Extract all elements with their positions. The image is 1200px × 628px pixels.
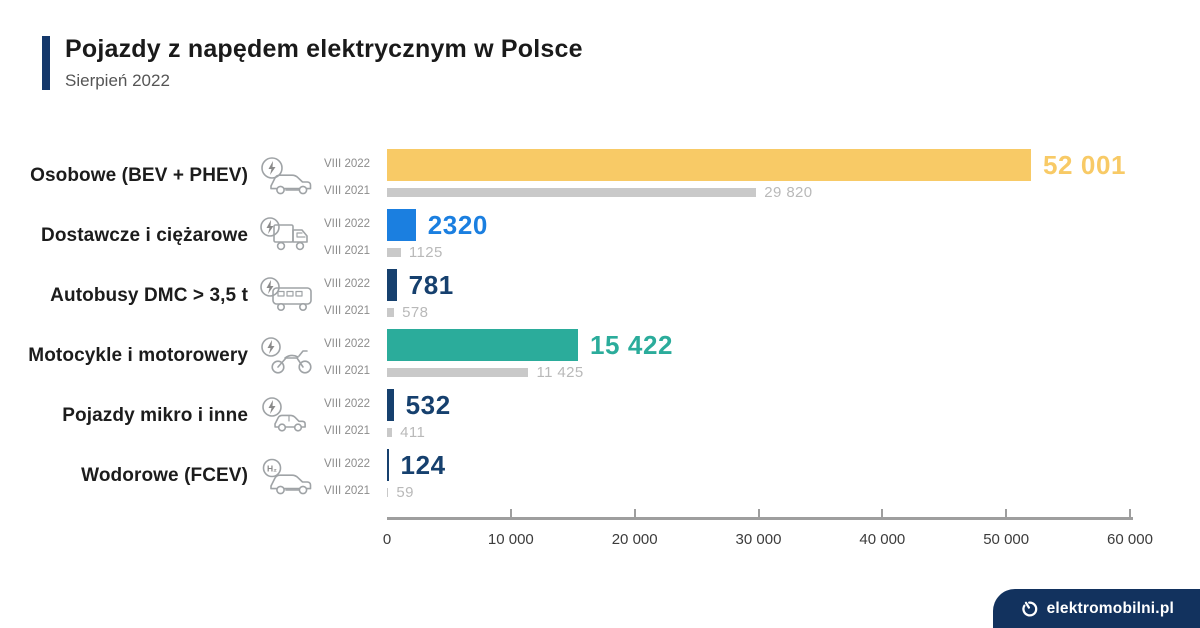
axis-tick [757, 509, 760, 517]
bar-group: 15 422 11 425 [387, 326, 1130, 386]
bar-group: 124 59 [387, 446, 1130, 506]
axis-tick-label: 10 000 [487, 531, 534, 548]
value-2022: 15 422 [589, 329, 674, 360]
title-accent-bar [42, 36, 50, 90]
axis-tick-label: 40 000 [859, 531, 906, 548]
series-label-2021: VIII 2021 [324, 185, 371, 197]
series-labels: VIII 2022 VIII 2021 [324, 146, 384, 206]
axis-tick-label: 60 000 [1107, 531, 1153, 548]
h2-car-icon: H₂ [258, 454, 320, 498]
value-2021: 11 425 [536, 363, 584, 381]
x-axis: 0 10 000 20 000 30 000 40 000 50 000 60 000 [383, 509, 1153, 559]
series-labels: VIII 2022 VIII 2021 [324, 386, 384, 446]
axis-tick-label: 20 000 [611, 531, 658, 548]
page-title: Pojazdy z napędem elektrycznym w Polsce [65, 35, 583, 63]
bar-2022 [387, 149, 1031, 181]
series-label-2021: VIII 2021 [324, 485, 371, 497]
chart-row: Osobowe (BEV + PHEV) VIII 2022 VIII 2021… [0, 146, 1200, 206]
axis-tick [1005, 509, 1008, 517]
axis-tick-label: 30 000 [735, 531, 782, 548]
bar-2022 [387, 329, 578, 361]
series-labels: VIII 2022 VIII 2021 [324, 326, 384, 386]
bar-2022 [387, 449, 389, 481]
category-label: Dostawcze i ciężarowe [41, 225, 248, 246]
x-axis-line [387, 517, 1133, 520]
category-label: Motocykle i motorowery [28, 345, 248, 366]
brand-name: elektromobilni.pl [1046, 599, 1174, 617]
axis-tick [633, 509, 636, 517]
category-label: Osobowe (BEV + PHEV) [30, 165, 248, 186]
value-2021: 29 820 [764, 183, 813, 201]
series-label-2022: VIII 2022 [324, 338, 371, 350]
bar-2021 [387, 487, 389, 497]
bar-2022 [387, 209, 416, 241]
series-label-2022: VIII 2022 [324, 278, 371, 290]
series-labels: VIII 2022 VIII 2021 [324, 446, 384, 506]
bar-2021 [387, 247, 401, 257]
chart-row: Motocykle i motorowery VIII 2022 VIII 20… [0, 326, 1200, 386]
bar-group: 52 001 29 820 [387, 146, 1130, 206]
value-2021: 411 [400, 423, 426, 441]
axis-tick [509, 509, 512, 517]
chart-row: Pojazdy mikro i inne VIII 2022 VIII 2021… [0, 386, 1200, 446]
bar-2021 [387, 187, 757, 197]
bar-group: 2320 1125 [387, 206, 1130, 266]
value-2022: 2320 [427, 209, 488, 240]
category-label: Autobusy DMC > 3,5 t [50, 285, 248, 306]
axis-tick-label: 50 000 [983, 531, 1030, 548]
power-icon [1017, 597, 1040, 620]
series-labels: VIII 2022 VIII 2021 [324, 206, 384, 266]
ev-truck-icon [258, 214, 320, 258]
chart-row: Autobusy DMC > 3,5 t VIII 2022 VIII 2021… [0, 266, 1200, 326]
ev-micro-icon [258, 394, 320, 438]
chart-row: Wodorowe (FCEV) H₂ VIII 2022 VIII 2021 1… [0, 446, 1200, 506]
header-text: Pojazdy z napędem elektrycznym w Polsce … [65, 35, 583, 91]
series-label-2022: VIII 2022 [324, 218, 371, 230]
bar-2022 [387, 269, 397, 301]
category-label: Pojazdy mikro i inne [62, 405, 248, 426]
bar-2022 [387, 389, 394, 421]
header: Pojazdy z napędem elektrycznym w Polsce … [42, 35, 583, 91]
value-2022: 532 [405, 389, 451, 420]
value-2022: 124 [400, 449, 446, 480]
bar-2021 [387, 427, 393, 437]
chart-row: Dostawcze i ciężarowe VIII 2022 VIII 202… [0, 206, 1200, 266]
ev-bus-icon [258, 274, 320, 318]
axis-tick [881, 509, 884, 517]
value-2022: 52 001 [1042, 149, 1127, 180]
brand-badge: elektromobilni.pl [992, 589, 1200, 628]
value-2021: 578 [402, 303, 429, 321]
series-label-2021: VIII 2021 [324, 365, 371, 377]
series-label-2021: VIII 2021 [324, 425, 371, 437]
series-label-2021: VIII 2021 [324, 245, 371, 257]
bar-2021 [387, 367, 529, 377]
category-label: Wodorowe (FCEV) [81, 465, 248, 486]
bar-2021 [387, 307, 395, 317]
series-label-2021: VIII 2021 [324, 305, 371, 317]
ev-car-icon [258, 154, 320, 198]
axis-tick-label: 0 [382, 531, 392, 548]
bar-chart: Osobowe (BEV + PHEV) VIII 2022 VIII 2021… [0, 146, 1200, 506]
bar-group: 781 578 [387, 266, 1130, 326]
value-2022: 781 [408, 269, 454, 300]
series-labels: VIII 2022 VIII 2021 [324, 266, 384, 326]
series-label-2022: VIII 2022 [324, 158, 371, 170]
value-2021: 59 [396, 483, 414, 501]
page-subtitle: Sierpień 2022 [65, 70, 170, 90]
series-label-2022: VIII 2022 [324, 398, 371, 410]
ev-motorcycle-icon [258, 334, 320, 378]
svg-text:H₂: H₂ [267, 464, 277, 474]
axis-tick [1129, 509, 1131, 517]
series-label-2022: VIII 2022 [324, 458, 371, 470]
value-2021: 1125 [408, 243, 443, 261]
bar-group: 532 411 [387, 386, 1130, 446]
